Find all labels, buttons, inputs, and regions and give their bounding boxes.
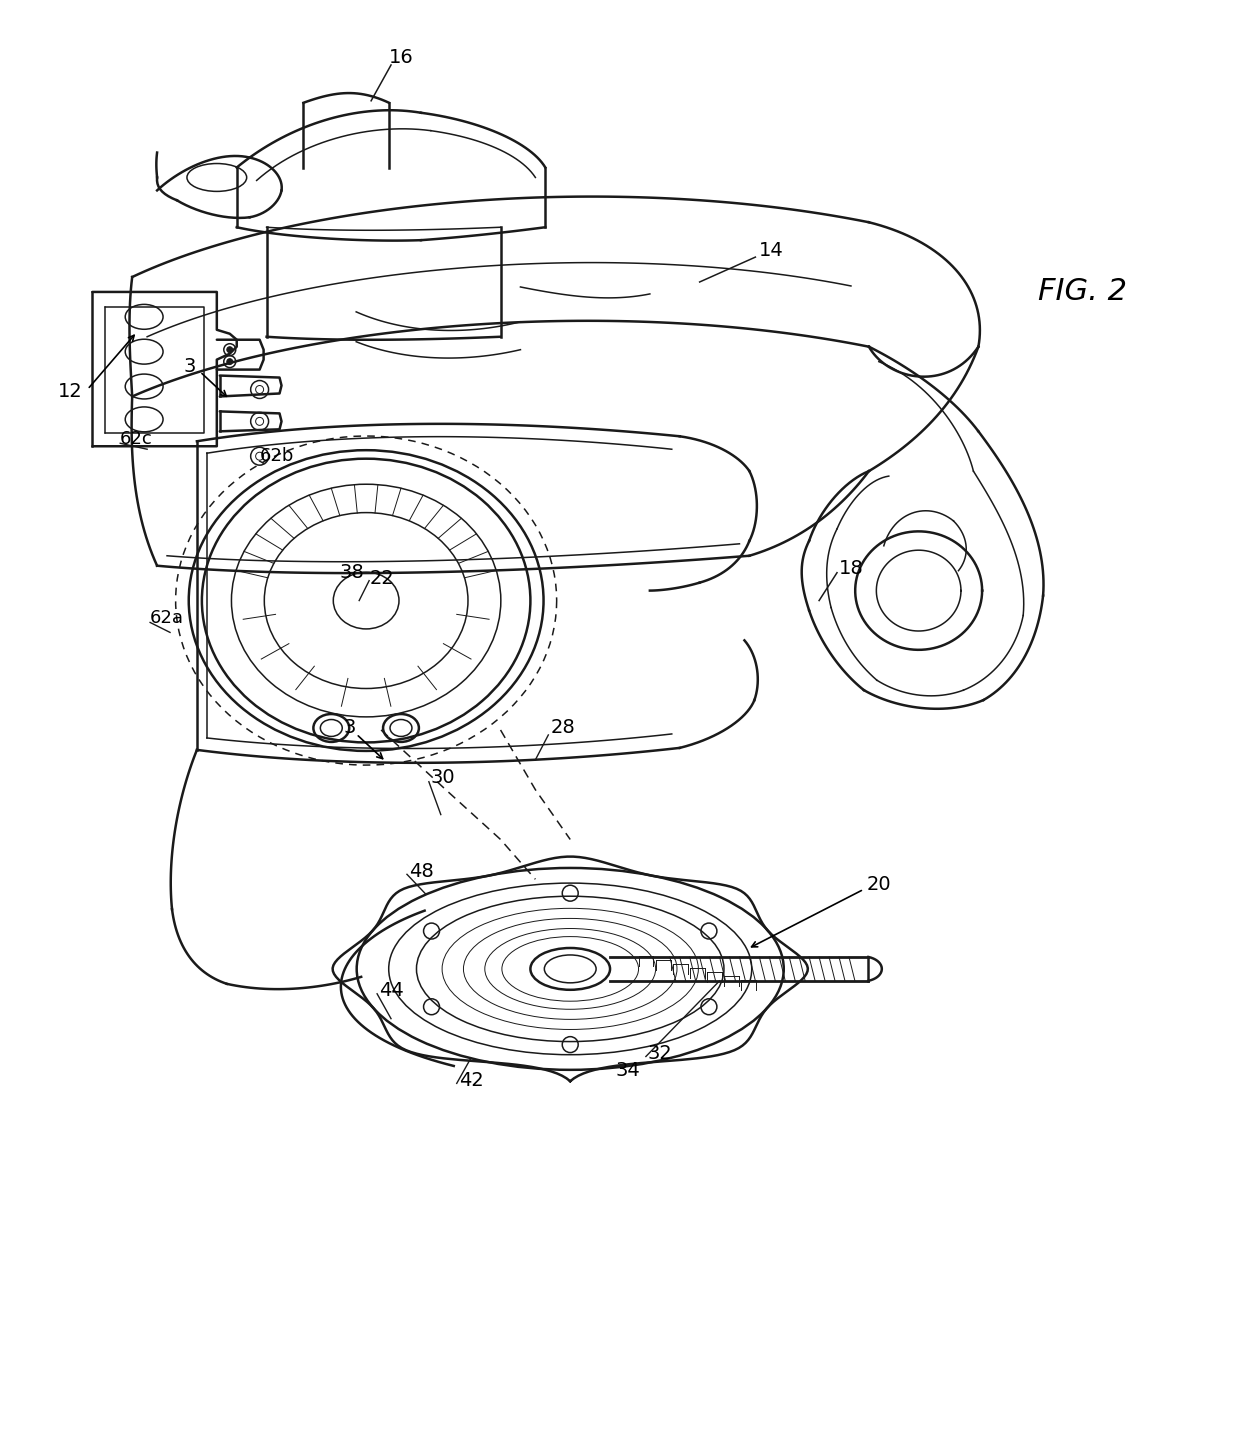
- Text: 32: 32: [647, 1045, 672, 1064]
- Text: 14: 14: [759, 240, 784, 259]
- Text: 62b: 62b: [259, 447, 294, 464]
- Text: 38: 38: [340, 563, 365, 582]
- Text: 48: 48: [409, 862, 434, 881]
- Circle shape: [227, 359, 233, 365]
- Text: 3: 3: [343, 719, 356, 738]
- Text: 22: 22: [370, 569, 394, 587]
- Text: 62c: 62c: [120, 430, 153, 449]
- Text: 62a: 62a: [150, 609, 184, 628]
- Circle shape: [227, 347, 233, 353]
- Text: 20: 20: [867, 875, 892, 894]
- Text: 44: 44: [379, 981, 404, 1000]
- Text: 42: 42: [459, 1071, 484, 1090]
- Text: 30: 30: [430, 768, 455, 787]
- Text: FIG. 2: FIG. 2: [1038, 278, 1127, 307]
- Text: 16: 16: [389, 49, 414, 68]
- Text: 18: 18: [839, 559, 864, 579]
- Text: 3: 3: [184, 357, 196, 376]
- Text: 34: 34: [615, 1061, 640, 1079]
- Text: 28: 28: [551, 719, 575, 738]
- Text: 12: 12: [58, 382, 83, 401]
